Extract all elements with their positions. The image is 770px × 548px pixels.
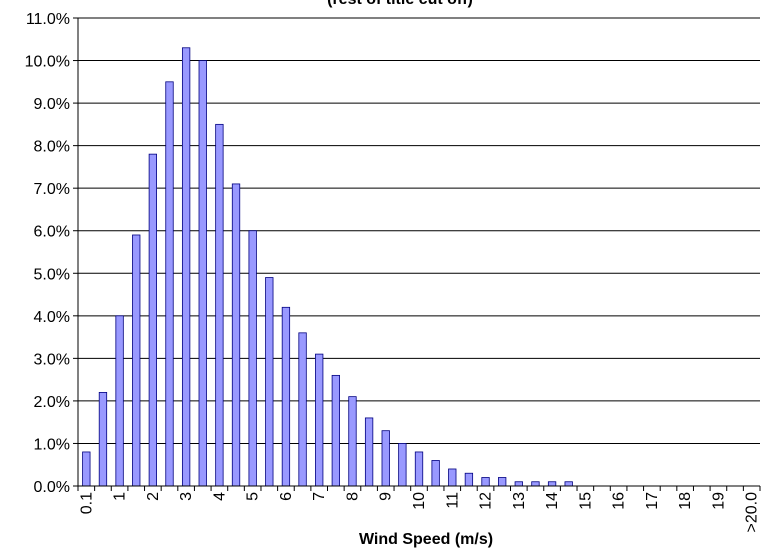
bar bbox=[547, 481, 557, 487]
x-tick-label: 7 bbox=[311, 492, 328, 501]
x-tick-label: 10 bbox=[411, 492, 428, 510]
chart-title-fragment: (rest of title cut off) bbox=[327, 0, 473, 8]
bar bbox=[181, 47, 191, 487]
y-tick-label: 8.0% bbox=[34, 139, 70, 156]
y-tick-label: 1.0% bbox=[34, 436, 70, 453]
x-tick-label: 13 bbox=[511, 492, 528, 510]
y-tick-label: 4.0% bbox=[34, 309, 70, 326]
bar bbox=[315, 353, 324, 487]
bar bbox=[98, 391, 108, 487]
bar bbox=[82, 451, 91, 487]
bar bbox=[165, 81, 174, 487]
bar bbox=[148, 153, 158, 487]
y-tick-label: 3.0% bbox=[34, 351, 70, 368]
bar bbox=[398, 443, 407, 487]
bar bbox=[514, 481, 523, 487]
y-tick-label: 7.0% bbox=[34, 181, 70, 198]
x-tick-label: 4 bbox=[211, 492, 228, 501]
x-tick-label: 18 bbox=[677, 492, 694, 510]
x-tick-label: 19 bbox=[710, 492, 727, 510]
y-tick-label: 10.0% bbox=[25, 54, 70, 71]
x-tick-label: 2 bbox=[145, 492, 162, 501]
bar bbox=[498, 477, 507, 487]
x-tick-label: 5 bbox=[245, 492, 262, 501]
bar bbox=[231, 183, 241, 487]
x-tick-labels: 0.1 1 2 3 4 5 6 7 8 9 10 11 12 13 14 15 16 17 18 19 >20.0 bbox=[78, 492, 760, 533]
y-tick-label: 6.0% bbox=[34, 224, 70, 241]
y-tick-label: 2.0% bbox=[34, 394, 70, 411]
bar bbox=[531, 481, 540, 487]
gridlines bbox=[73, 17, 760, 487]
y-tick-label: 0.0% bbox=[34, 479, 70, 496]
x-tick-label: 3 bbox=[178, 492, 195, 501]
x-tick-label: 1 bbox=[112, 492, 129, 501]
bar bbox=[198, 60, 207, 487]
y-tick-labels: 0.0% 1.0% 2.0% 3.0% 4.0% 5.0% 6.0% 7.0% 8.0% 9.0%… bbox=[25, 11, 70, 496]
bar bbox=[132, 234, 141, 487]
x-tick-label: 17 bbox=[644, 492, 661, 510]
x-tick-label: 11 bbox=[444, 492, 461, 509]
bar bbox=[265, 277, 274, 487]
bar bbox=[431, 460, 440, 487]
bar bbox=[298, 332, 307, 487]
bar bbox=[364, 417, 374, 487]
x-tick-label: >20.0 bbox=[744, 492, 761, 533]
x-tick-label: 16 bbox=[611, 492, 628, 510]
y-tick-label: 9.0% bbox=[34, 96, 70, 113]
bar bbox=[464, 472, 474, 487]
x-tick-label: 0.1 bbox=[78, 492, 95, 514]
x-tick-label: 9 bbox=[378, 492, 395, 501]
bar bbox=[348, 396, 357, 487]
bar-series bbox=[82, 47, 573, 487]
x-axis-title: Wind Speed (m/s) bbox=[359, 531, 493, 548]
x-tick-label: 8 bbox=[344, 492, 361, 501]
bar bbox=[381, 430, 390, 487]
bar bbox=[481, 477, 490, 487]
x-tick-label: 6 bbox=[278, 492, 295, 501]
bar bbox=[331, 374, 340, 487]
bar bbox=[248, 230, 257, 487]
x-tick-label: 14 bbox=[544, 492, 561, 510]
y-tick-label: 11.0% bbox=[26, 11, 70, 28]
bar bbox=[281, 306, 291, 487]
bar bbox=[414, 451, 424, 487]
bar bbox=[564, 481, 573, 487]
axes bbox=[77, 18, 761, 491]
bar bbox=[448, 468, 457, 487]
y-tick-label: 5.0% bbox=[34, 266, 70, 283]
x-tick-label: 15 bbox=[577, 492, 594, 510]
bar bbox=[115, 315, 124, 487]
x-tick-label: 12 bbox=[478, 492, 495, 510]
bar bbox=[215, 123, 224, 487]
